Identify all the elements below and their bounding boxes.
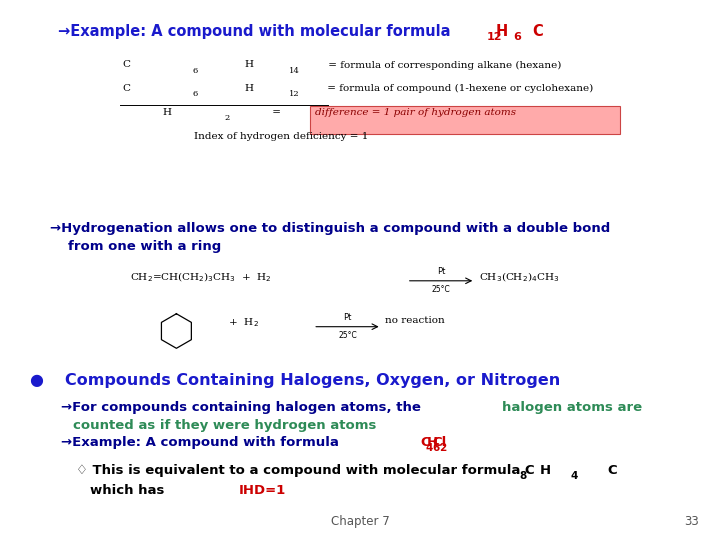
Text: 2: 2 — [439, 443, 446, 454]
Text: 25°C: 25°C — [431, 285, 451, 294]
Text: ●: ● — [29, 373, 42, 388]
Text: H: H — [427, 436, 438, 449]
Text: CH$_2$=CH(CH$_2$)$_3$CH$_3$  +  H$_2$: CH$_2$=CH(CH$_2$)$_3$CH$_3$ + H$_2$ — [130, 270, 271, 284]
Text: 12: 12 — [289, 90, 300, 98]
Text: →Example: A compound with molecular formula: →Example: A compound with molecular form… — [58, 24, 455, 39]
Text: 6: 6 — [193, 67, 198, 75]
Text: halogen atoms are: halogen atoms are — [502, 401, 642, 414]
Text: no reaction: no reaction — [385, 316, 445, 325]
Text: 25°C: 25°C — [338, 331, 357, 340]
Text: ♢ This is equivalent to a compound with molecular formula C: ♢ This is equivalent to a compound with … — [76, 464, 534, 477]
Text: C: C — [532, 24, 543, 39]
Text: 33: 33 — [684, 515, 698, 528]
Text: Compounds Containing Halogens, Oxygen, or Nitrogen: Compounds Containing Halogens, Oxygen, o… — [65, 373, 560, 388]
Text: Pt: Pt — [437, 267, 445, 276]
Text: 4: 4 — [570, 471, 577, 482]
Text: C: C — [122, 84, 130, 93]
Text: IHD=1: IHD=1 — [239, 484, 286, 497]
Text: Index of hydrogen deficiency = 1: Index of hydrogen deficiency = 1 — [194, 132, 369, 141]
Text: from one with a ring: from one with a ring — [68, 240, 222, 253]
Text: →For compounds containing halogen atoms, the: →For compounds containing halogen atoms,… — [61, 401, 426, 414]
Text: which has: which has — [90, 484, 169, 497]
Text: 6: 6 — [432, 443, 439, 454]
Text: →Hydrogenation allows one to distinguish a compound with a double bond: →Hydrogenation allows one to distinguish… — [50, 222, 611, 235]
FancyBboxPatch shape — [310, 106, 620, 134]
Text: 4: 4 — [425, 443, 433, 454]
Text: C: C — [122, 60, 130, 70]
Text: H: H — [245, 84, 253, 93]
Text: counted as if they were hydrogen atoms: counted as if they were hydrogen atoms — [73, 419, 377, 432]
Text: Cl: Cl — [432, 436, 446, 449]
Text: 8: 8 — [519, 471, 526, 482]
Text: 2: 2 — [225, 114, 230, 123]
Text: 12: 12 — [487, 32, 502, 43]
Text: H: H — [245, 60, 253, 70]
Text: C: C — [607, 464, 617, 477]
Text: H: H — [162, 108, 171, 117]
Text: CH$_3$(CH$_2$)$_4$CH$_3$: CH$_3$(CH$_2$)$_4$CH$_3$ — [479, 270, 559, 284]
Text: =: = — [269, 108, 284, 117]
Text: 14: 14 — [289, 67, 300, 75]
Text: difference = 1 pair of hydrogen atoms: difference = 1 pair of hydrogen atoms — [315, 108, 516, 117]
Text: 6: 6 — [193, 90, 198, 98]
Text: C: C — [420, 436, 430, 449]
Text: +  H$_2$: + H$_2$ — [222, 316, 258, 329]
Text: = formula of corresponding alkane (hexane): = formula of corresponding alkane (hexan… — [325, 60, 561, 70]
Text: H: H — [539, 464, 550, 477]
Text: = formula of compound (1-hexene or cyclohexane): = formula of compound (1-hexene or cyclo… — [324, 84, 593, 93]
Text: 6: 6 — [513, 32, 521, 43]
Text: H: H — [495, 24, 508, 39]
Text: →Example: A compound with formula: →Example: A compound with formula — [61, 436, 343, 449]
Text: Chapter 7: Chapter 7 — [330, 515, 390, 528]
Text: Pt: Pt — [343, 313, 351, 322]
